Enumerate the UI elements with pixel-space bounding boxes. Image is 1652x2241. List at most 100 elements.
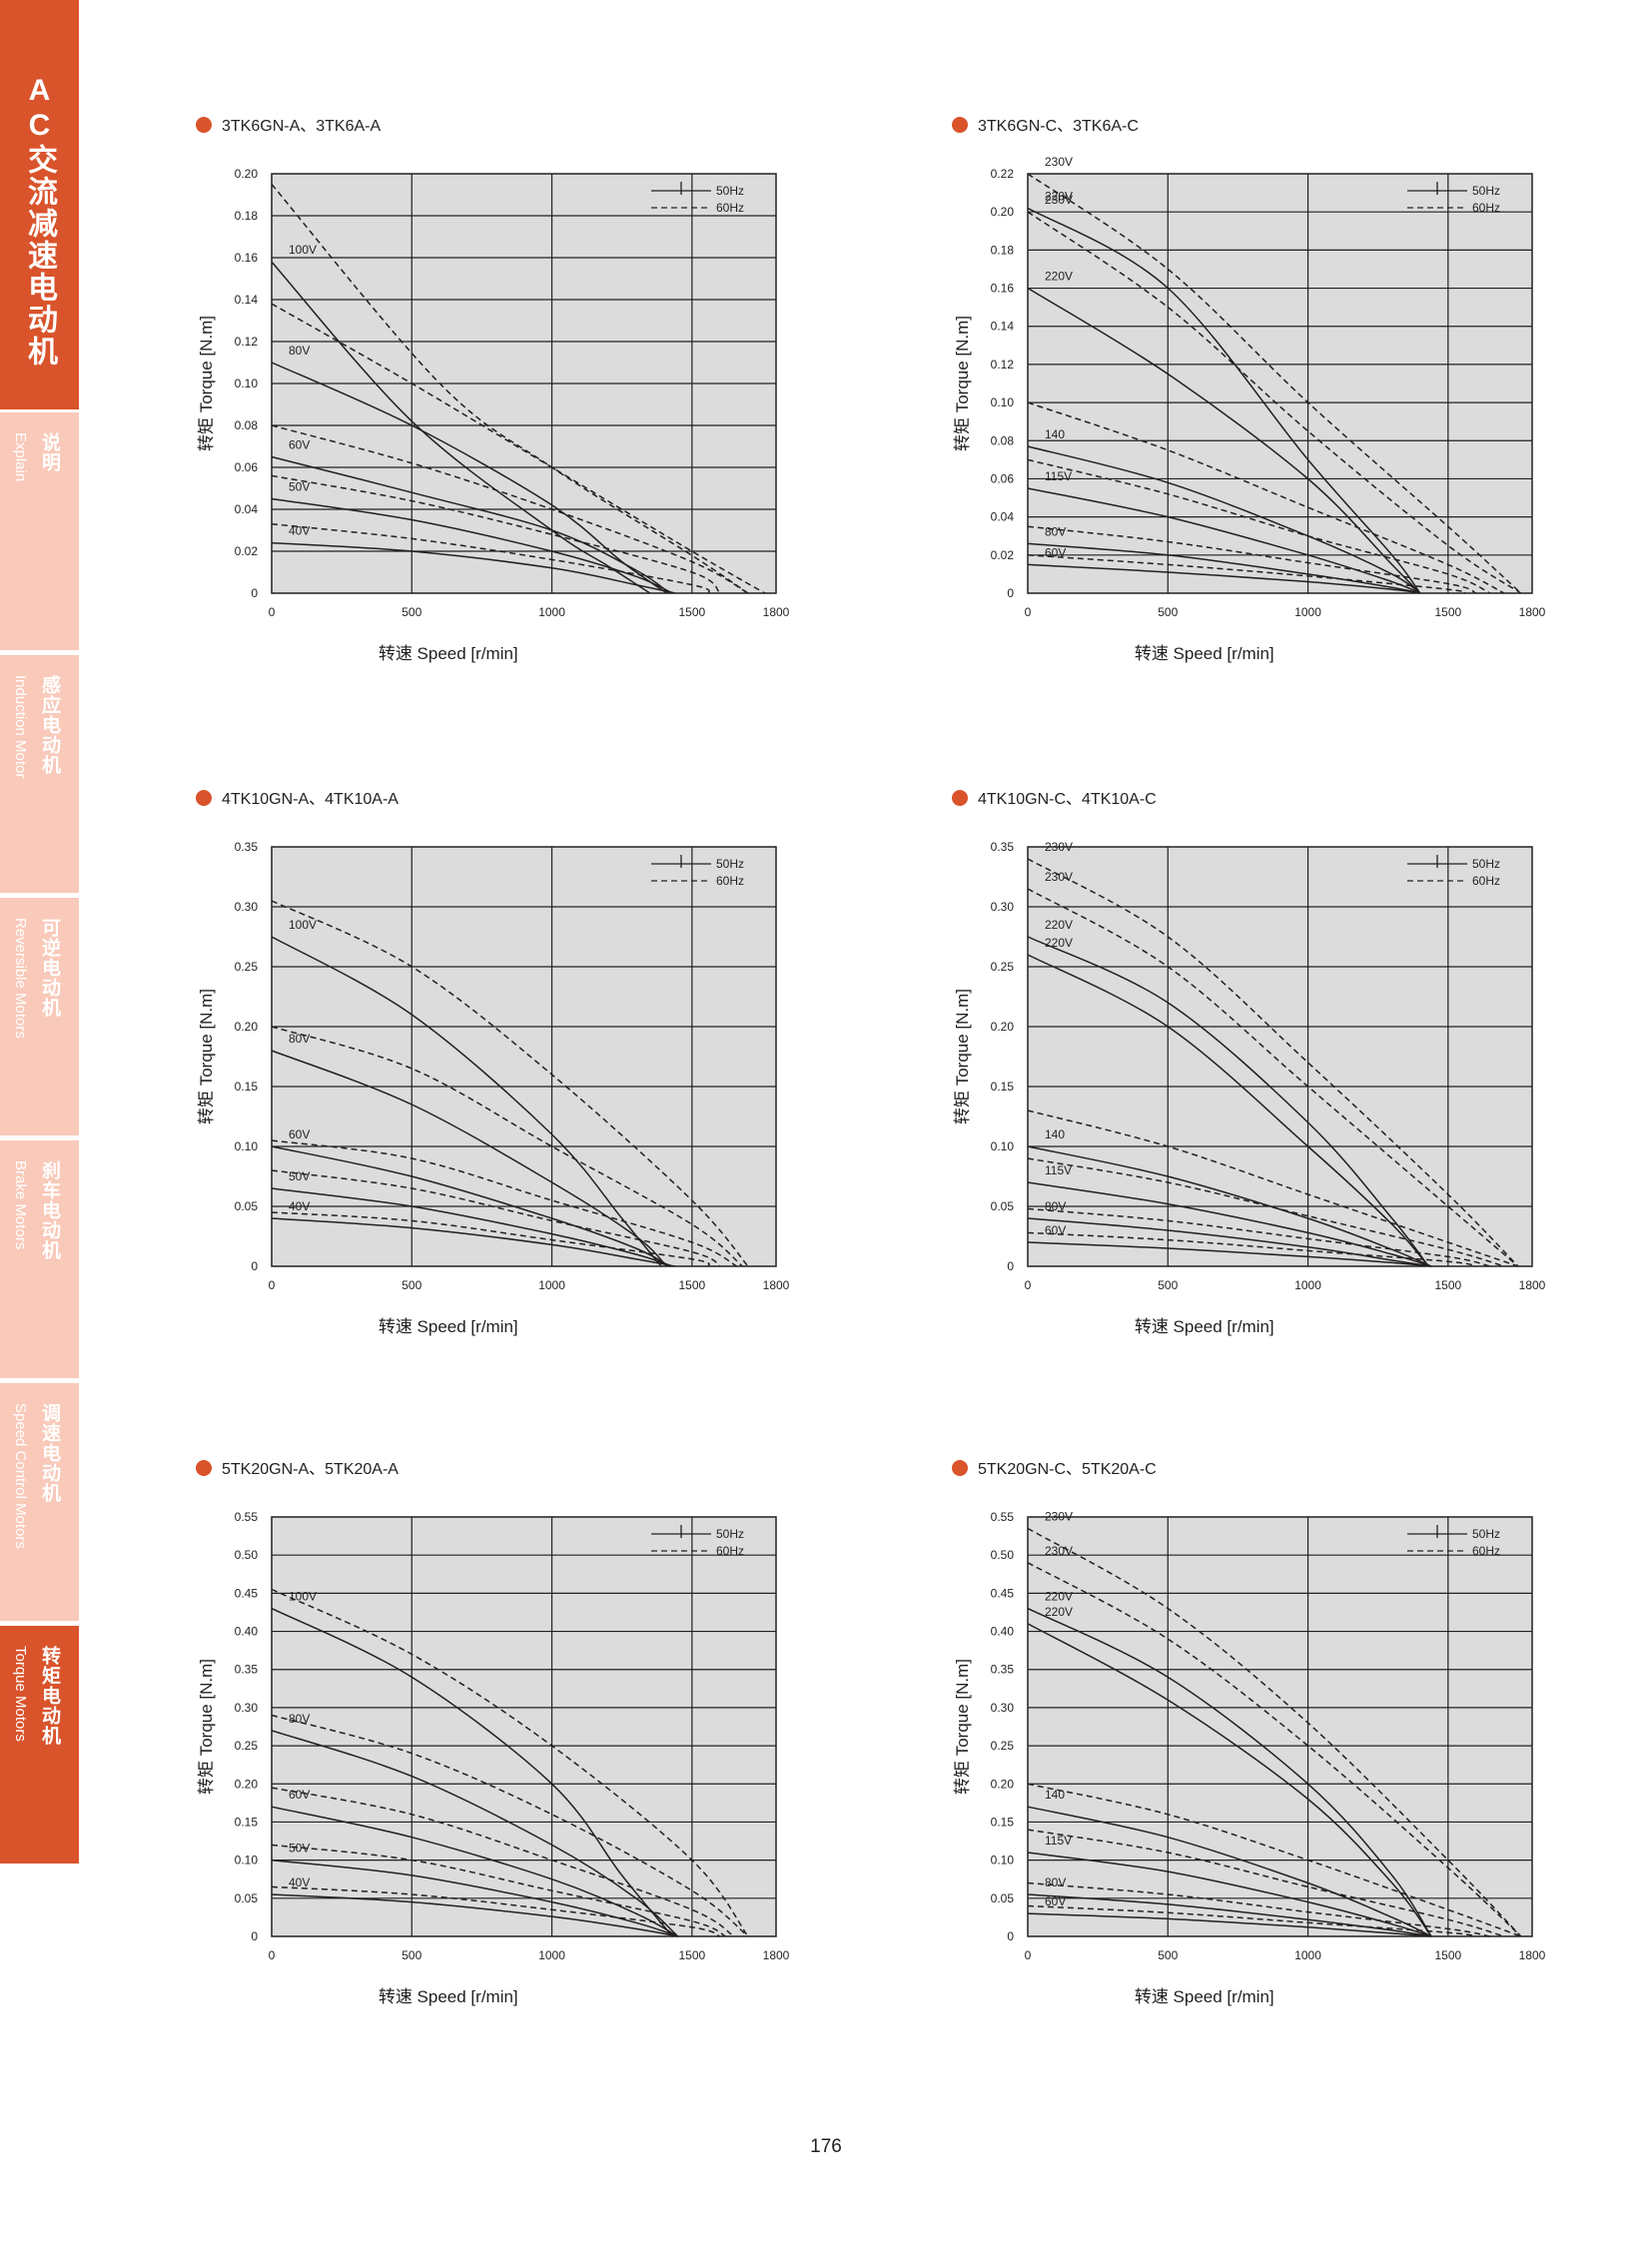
- sidebar-item-explain[interactable]: 说明 Explain: [0, 412, 79, 650]
- series-line-4: [271, 1145, 670, 1267]
- legend-label-50hz: 50Hz: [716, 1527, 744, 1541]
- x-axis-label: 转速 Speed [r/min]: [379, 1317, 518, 1336]
- y-axis-label: 转矩 Torque [N.m]: [197, 1659, 216, 1795]
- series-line-10: [1027, 1241, 1432, 1267]
- y-axis-label: 转矩 Torque [N.m]: [953, 316, 972, 451]
- series-label: 100V: [289, 1590, 317, 1604]
- x-tick-label: 500: [1158, 1948, 1178, 1962]
- chart-svg: 4TK10GN-C、4TK10A-C 0 0.05 0.10 0.15 0.20 0.25 0…: [952, 790, 1546, 1336]
- sidebar-item-label: 调速电动机: [39, 1403, 60, 1503]
- y-tick-label: 0.15: [991, 1080, 1015, 1094]
- y-tick-label: 0.10: [235, 1854, 259, 1868]
- series-label: 230V: [1045, 870, 1073, 884]
- title-bullet-icon: [952, 117, 968, 133]
- y-tick-label: 0.16: [991, 282, 1015, 296]
- y-tick-label: 0.25: [991, 960, 1015, 974]
- legend-label-50hz: 50Hz: [716, 184, 744, 198]
- series-line-2: [1027, 211, 1522, 594]
- x-tick-label: 1500: [678, 1948, 705, 1962]
- series-label: 230V: [1045, 155, 1073, 169]
- x-tick-label: 1800: [763, 1948, 790, 1962]
- chart-title: 5TK20GN-C、5TK20A-C: [978, 1461, 1157, 1478]
- x-tick-label: 500: [402, 1278, 421, 1292]
- series-line-8: [271, 1893, 678, 1937]
- legend: 50Hz 60Hz: [651, 182, 744, 215]
- series-label: 230V: [1045, 1544, 1073, 1558]
- x-tick-label: 1000: [538, 1948, 565, 1962]
- series-line-0: [271, 1607, 673, 1937]
- sidebar-item-brake-motors[interactable]: 刹车电动机 Brake Motors: [0, 1140, 79, 1378]
- x-tick-label: 1000: [538, 605, 565, 619]
- series-label: 50V: [289, 1169, 310, 1183]
- series-line-4: [271, 455, 670, 594]
- y-tick-label: 0.45: [235, 1586, 259, 1600]
- series-label: 80V: [289, 1032, 310, 1046]
- series-line-1: [271, 900, 749, 1267]
- series-line-7: [271, 474, 721, 594]
- series-line-2: [1027, 888, 1519, 1267]
- y-tick-label: 0.06: [991, 471, 1015, 485]
- legend: 50Hz 60Hz: [651, 1525, 744, 1558]
- x-tick-label: 1500: [1434, 605, 1461, 619]
- x-axis-label: 转速 Speed [r/min]: [379, 1987, 518, 2006]
- x-axis-label: 转速 Speed [r/min]: [1135, 1987, 1274, 2006]
- series-label: 220V: [1045, 1605, 1073, 1619]
- sidebar-item-speed-control-motors[interactable]: 调速电动机 Speed Control Motors: [0, 1383, 79, 1621]
- legend: 50Hz 60Hz: [1407, 855, 1500, 888]
- series-line-1: [271, 1588, 749, 1937]
- series-label: 115V: [1045, 469, 1072, 483]
- x-axis-label: 转速 Speed [r/min]: [1135, 1317, 1274, 1336]
- y-tick-label: 0.15: [235, 1080, 259, 1094]
- chart-svg: 5TK20GN-A、5TK20A-A 0 0.05 0.10 0.15 0.20 0.25 0…: [196, 1460, 790, 2006]
- y-tick-label: 0.50: [991, 1548, 1015, 1562]
- series-label: 220V: [1045, 918, 1073, 932]
- y-tick-label: 0.40: [991, 1625, 1015, 1639]
- chart-title: 5TK20GN-A、5TK20A-A: [222, 1461, 399, 1478]
- x-tick-label: 1500: [678, 605, 705, 619]
- series-line-7: [1027, 458, 1491, 594]
- series-line-8: [271, 541, 676, 594]
- x-tick-label: 500: [402, 1948, 421, 1962]
- sidebar-item-label: 刹车电动机: [39, 1160, 60, 1260]
- series-label: 230V: [1045, 1509, 1073, 1523]
- series-line-9: [271, 1885, 721, 1937]
- x-tick-label: 1000: [1294, 1278, 1321, 1292]
- chart-3tk6-c: 3TK6GN-C、3TK6A-C 0 0.02 0.04 0.06 0.08 0.10 0.1…: [946, 110, 1585, 699]
- series-label: 115V: [1045, 1834, 1072, 1848]
- series-label: 60V: [289, 438, 310, 452]
- y-tick-label: 0.30: [235, 900, 259, 914]
- series-label: 80V: [289, 344, 310, 358]
- series-line-10: [1027, 563, 1420, 594]
- series-line-5: [271, 1139, 738, 1267]
- chart-svg: 3TK6GN-C、3TK6A-C 0 0.02 0.04 0.06 0.08 0.10 0.1…: [952, 117, 1546, 663]
- series-line-6: [1027, 1181, 1432, 1267]
- y-tick-label: 0: [251, 586, 258, 600]
- chart-svg: 5TK20GN-C、5TK20A-C 0 0.05 0.10 0.15 0.20 0.25 0…: [952, 1460, 1546, 2006]
- sidebar-item-induction-motor[interactable]: 感应电动机 Induction Motor: [0, 655, 79, 893]
- series-line-9: [1027, 1881, 1491, 1937]
- legend-label-60hz: 60Hz: [716, 1544, 744, 1558]
- series-line-5: [1027, 1783, 1522, 1937]
- series-line-0: [1027, 858, 1519, 1267]
- chart-svg: 3TK6GN-A、3TK6A-A 0 0.02 0.04 0.06 0.08 0.10 0.1…: [196, 117, 790, 663]
- y-tick-label: 0.06: [235, 460, 259, 474]
- legend: 50Hz 60Hz: [1407, 1525, 1500, 1558]
- y-axis-label: 转矩 Torque [N.m]: [197, 316, 216, 451]
- y-tick-label: 0.08: [235, 418, 259, 432]
- x-tick-label: 1800: [1519, 1948, 1546, 1962]
- sidebar-item-torque-motors[interactable]: 转矩电动机 Torque Motors: [0, 1626, 79, 1864]
- y-tick-label: 0.55: [235, 1510, 259, 1524]
- series-line-3: [1027, 954, 1429, 1267]
- chart-5tk20-a: 5TK20GN-A、5TK20A-A 0 0.05 0.10 0.15 0.20 0.25 0…: [190, 1453, 829, 2042]
- x-tick-label: 1800: [763, 1278, 790, 1292]
- series-label: 140: [1045, 427, 1065, 441]
- title-bullet-icon: [196, 790, 212, 806]
- y-tick-label: 0.30: [991, 900, 1015, 914]
- x-tick-label: 0: [1025, 605, 1032, 619]
- y-tick-label: 0: [1007, 1259, 1014, 1273]
- sidebar-item-reversible-motors[interactable]: 可逆电动机 Reversible Motors: [0, 898, 79, 1135]
- y-tick-label: 0.25: [991, 1739, 1015, 1753]
- legend-label-50hz: 50Hz: [1472, 857, 1500, 871]
- series-line-5: [1027, 401, 1505, 594]
- sidebar-item-label: 转矩电动机: [39, 1646, 60, 1746]
